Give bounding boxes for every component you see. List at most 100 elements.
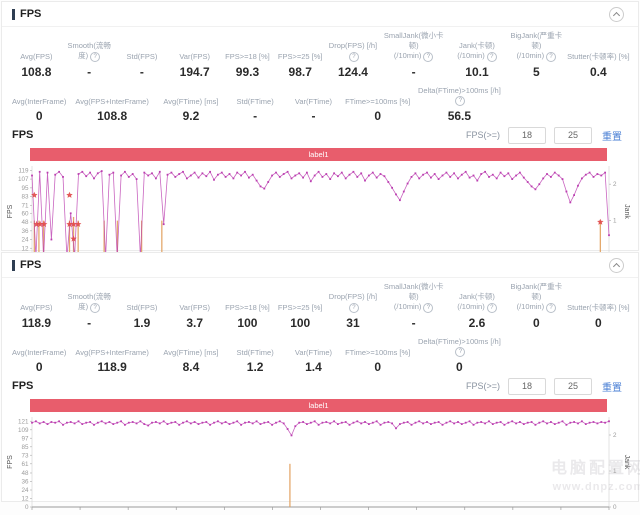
stat-cell: Std(FTime) 1.2 xyxy=(226,337,284,375)
stat-cell: Jank(卡顿)(/10min) 10.1 xyxy=(448,31,506,79)
stat-label: Var(FPS) xyxy=(179,51,211,61)
info-icon[interactable] xyxy=(455,347,466,358)
svg-text:Jank: Jank xyxy=(623,455,630,470)
stat-cell: Delta(FTime)>100ms [/h] 0 xyxy=(413,337,506,375)
stats-row-2: Avg(InterFrame) 0 Avg(FPS+InterFrame) 118.9… xyxy=(2,337,514,375)
stat-label: Var(FPS) xyxy=(179,302,211,312)
stat-cell: Std(FPS) - xyxy=(116,31,169,79)
collapse-icon[interactable] xyxy=(609,258,624,273)
chart-header: FPS FPS(>=) 重置 xyxy=(2,125,638,145)
fps-threshold2-input[interactable] xyxy=(554,126,592,144)
stat-label: Avg(FTime) [ms] xyxy=(163,96,219,106)
stat-label: FPS>=18 [%] xyxy=(225,51,270,61)
stat-value: 3.7 xyxy=(186,315,204,330)
svg-text:48: 48 xyxy=(21,219,29,226)
svg-text:83: 83 xyxy=(21,194,29,201)
stat-cell: Var(FTime) 1.4 xyxy=(284,337,342,375)
fps-threshold1-input[interactable] xyxy=(508,377,546,395)
stat-label: FTime>=100ms [%] xyxy=(345,347,411,357)
stat-cell: Var(FPS) 194.7 xyxy=(168,31,221,79)
svg-text:0: 0 xyxy=(613,504,617,511)
svg-text:FPS: FPS xyxy=(7,205,14,219)
stat-cell: FPS>=18 [%] 100 xyxy=(221,282,274,330)
stat-label: FTime>=100ms [%] xyxy=(345,96,411,106)
title-accent-bar xyxy=(12,8,15,20)
svg-text:73: 73 xyxy=(21,453,29,460)
stat-label: Avg(FPS+InterFrame) xyxy=(75,96,149,106)
collapse-icon[interactable] xyxy=(609,7,624,22)
stat-cell: Avg(FPS) 118.9 xyxy=(10,282,63,330)
svg-text:121: 121 xyxy=(18,419,29,426)
stat-cell: Avg(FPS+InterFrame) 108.8 xyxy=(68,86,156,124)
stat-value: 99.3 xyxy=(235,64,260,79)
svg-text:1: 1 xyxy=(613,468,617,475)
info-icon[interactable] xyxy=(348,51,359,62)
stat-value: 5 xyxy=(533,64,540,79)
fps-threshold1-input[interactable] xyxy=(508,126,546,144)
stat-cell: Smooth(流畅度) - xyxy=(63,282,116,330)
svg-text:Jank: Jank xyxy=(623,204,630,219)
stat-value: 9.2 xyxy=(182,109,200,124)
fps-threshold-label: FPS(>=) xyxy=(465,381,500,392)
stat-value: - xyxy=(411,315,416,330)
stat-label: Avg(FPS) xyxy=(20,302,53,312)
stat-label: Drop(FPS) [/h] xyxy=(327,41,380,62)
info-icon[interactable] xyxy=(546,51,557,62)
stat-cell: BigJank(严重卡顿)(/10min) 5 xyxy=(506,31,567,79)
stat-label: FPS>=18 [%] xyxy=(225,302,270,312)
stat-value: 118.9 xyxy=(21,315,52,330)
panel-header: FPS xyxy=(2,2,638,27)
stat-cell: Smooth(流畅度) - xyxy=(63,31,116,79)
stat-cell: SmallJank(微小卡顿)(/10min) - xyxy=(379,31,448,79)
stat-cell: Stutter(卡顿率) [%] 0 xyxy=(567,282,630,330)
info-icon[interactable] xyxy=(348,302,359,313)
series-label-banner: label1 xyxy=(30,399,607,413)
info-icon[interactable] xyxy=(90,302,101,313)
stat-value: - xyxy=(139,64,144,79)
stat-value: 31 xyxy=(346,315,360,330)
fps-panel-2: FPS Avg(FPS) 118.9 Smooth(流畅度) - Std(FPS) 1.9… xyxy=(1,252,639,511)
fps-threshold2-input[interactable] xyxy=(554,377,592,395)
stat-value: 100 xyxy=(237,315,258,330)
series-label-banner: label1 xyxy=(30,148,607,162)
info-icon[interactable] xyxy=(486,51,497,62)
info-icon[interactable] xyxy=(423,51,434,62)
fps-jank-chart[interactable]: 01224364860718395107119012FPSJank xyxy=(2,162,640,265)
svg-text:97: 97 xyxy=(21,436,29,443)
info-icon[interactable] xyxy=(546,302,557,313)
stat-value: 56.5 xyxy=(447,109,472,124)
stat-cell: Var(FPS) 3.7 xyxy=(168,282,221,330)
svg-text:71: 71 xyxy=(21,203,29,210)
chart-section-label: FPS xyxy=(12,129,34,142)
stat-value: 0.4 xyxy=(590,64,607,79)
svg-text:61: 61 xyxy=(21,461,29,468)
stat-value: - xyxy=(253,109,258,124)
stat-label: Stutter(卡顿率) [%] xyxy=(567,51,630,61)
info-icon[interactable] xyxy=(486,302,497,313)
reset-link[interactable]: 重置 xyxy=(602,382,622,394)
reset-link[interactable]: 重置 xyxy=(602,131,622,143)
stat-value: 1.9 xyxy=(133,315,151,330)
stat-label: Avg(InterFrame) xyxy=(11,96,67,106)
info-icon[interactable] xyxy=(423,302,434,313)
info-icon[interactable] xyxy=(90,51,101,62)
stat-cell: Var(FTime) - xyxy=(284,86,342,124)
stat-value: 2.6 xyxy=(468,315,486,330)
fps-panel-1: FPS Avg(FPS)108.8Smooth(流畅度)-Std(FPS)-Va… xyxy=(1,1,639,261)
stat-value: - xyxy=(411,64,416,79)
stat-cell: Delta(FTime)>100ms [/h] 56.5 xyxy=(413,86,506,124)
stat-label: BigJank(严重卡顿) (/10min) xyxy=(506,31,567,62)
stat-value: 10.1 xyxy=(465,64,489,79)
info-icon[interactable] xyxy=(455,96,466,107)
stat-label: Std(FPS) xyxy=(126,302,158,312)
svg-text:48: 48 xyxy=(21,470,29,477)
stat-label: FPS>=25 [%] xyxy=(277,51,323,61)
svg-text:85: 85 xyxy=(21,444,29,451)
panel-title: FPS xyxy=(20,8,42,20)
stat-cell: Stutter(卡顿率) [%] 0.4 xyxy=(567,31,630,79)
stat-value: 108.8 xyxy=(21,64,52,79)
svg-text:2: 2 xyxy=(613,181,617,188)
stats-row-2: Avg(InterFrame) 0 Avg(FPS+InterFrame) 108.8… xyxy=(2,86,514,124)
svg-text:1: 1 xyxy=(613,218,617,225)
